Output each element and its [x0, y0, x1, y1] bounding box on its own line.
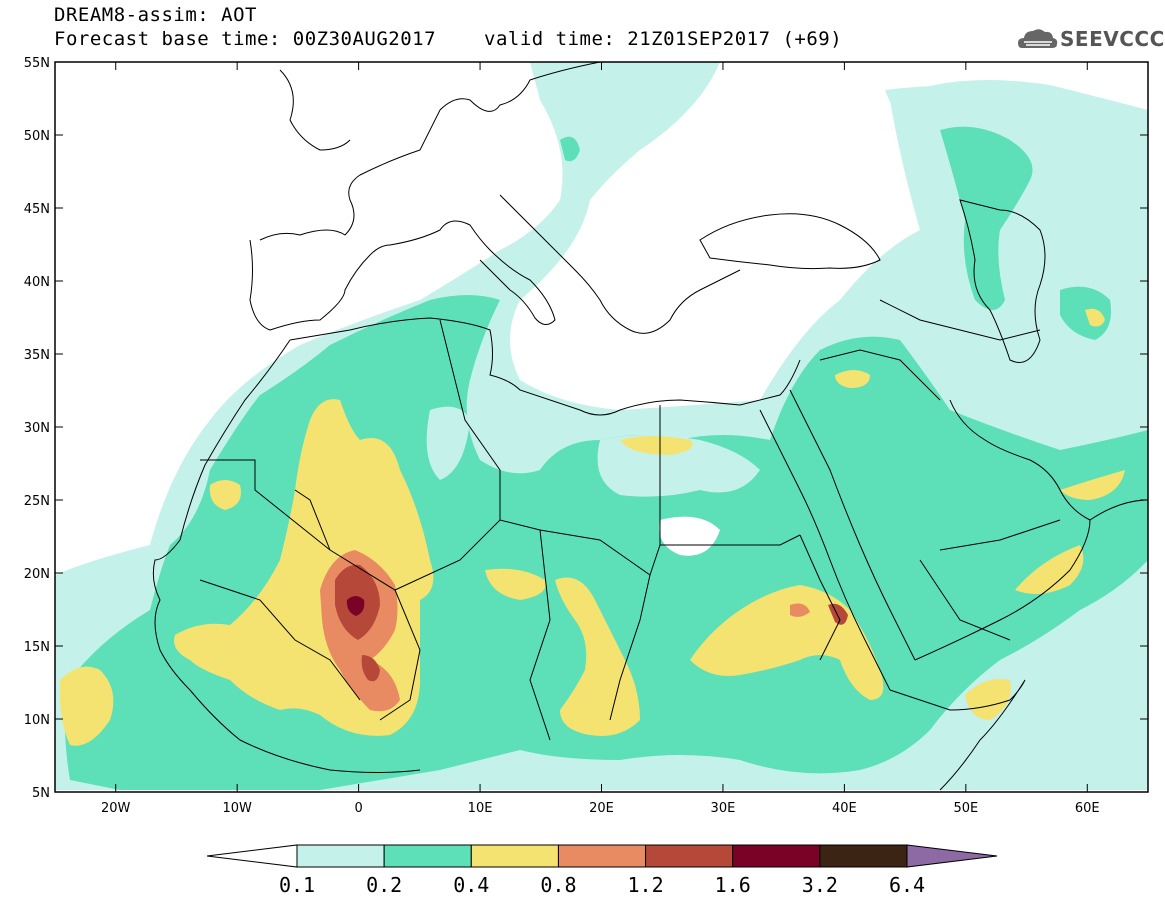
colorbar-segment [296, 844, 385, 868]
lat-tick-label: 10N [24, 713, 50, 728]
lat-tick-label: 25N [24, 494, 50, 509]
colorbar-segment [819, 844, 908, 868]
axis-ticks: 20W 10W 0 10E 20E 30E 40E 50E 60E 55N 50N 45N 40N 35N… [24, 56, 1148, 816]
lat-tick-label: 15N [24, 640, 50, 655]
colorbar-label: 0.1 [279, 873, 315, 897]
colorbar-segment [645, 844, 734, 868]
colorbar-segment [383, 844, 472, 868]
lat-tick-label: 40N [24, 275, 50, 290]
lon-tick-label: 40E [832, 801, 857, 816]
lon-tick-label: 60E [1075, 801, 1100, 816]
lon-tick-label: 20W [101, 801, 131, 816]
lat-tick-label: 5N [32, 786, 50, 801]
valid-time: valid time: 21Z01SEP2017 (+69) [484, 28, 843, 50]
colorbar-label: 0.8 [540, 873, 576, 897]
logo-text: SEEVCCC [1060, 27, 1165, 51]
lon-tick-label: 20E [589, 801, 614, 816]
colorbar-segment [470, 844, 559, 868]
lat-tick-label: 55N [24, 56, 50, 71]
lon-tick-label: 50E [953, 801, 978, 816]
colorbar-label: 6.4 [889, 873, 925, 897]
lon-tick-label: 30E [711, 801, 736, 816]
lat-tick-label: 30N [24, 421, 50, 436]
colorbar-overflow-triangle [906, 844, 998, 868]
forecast-base-time: Forecast base time: 00Z30AUG2017 [54, 28, 437, 50]
colorbar: 0.1 0.2 0.4 0.8 1.2 1.6 3.2 6.4 [206, 844, 998, 897]
lat-tick-label: 50N [24, 129, 50, 144]
lon-tick-label: 0 [354, 801, 362, 816]
colorbar-label: 1.6 [715, 873, 751, 897]
map-title: DREAM8-assim: AOT [54, 4, 257, 26]
seevccc-logo [1018, 29, 1058, 48]
colorbar-label: 0.2 [366, 873, 402, 897]
lat-tick-label: 20N [24, 567, 50, 582]
colorbar-segment [557, 844, 647, 868]
lon-tick-label: 10W [222, 801, 252, 816]
colorbar-label: 0.4 [453, 873, 489, 897]
aot-field [55, 62, 1148, 792]
colorbar-label: 3.2 [802, 873, 838, 897]
coastlines [152, 62, 1148, 791]
colorbar-segment [732, 844, 821, 868]
lat-tick-label: 45N [24, 202, 50, 217]
lat-tick-label: 35N [24, 348, 50, 363]
colorbar-underflow-triangle [206, 844, 298, 868]
lon-tick-label: 10E [468, 801, 493, 816]
colorbar-label: 1.2 [628, 873, 664, 897]
